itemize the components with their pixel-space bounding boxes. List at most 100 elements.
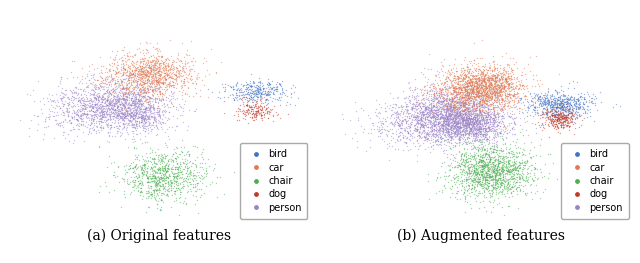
Point xyxy=(471,102,481,107)
Point xyxy=(129,104,140,108)
Point xyxy=(447,92,457,96)
Point xyxy=(227,96,237,100)
Point xyxy=(495,181,506,185)
Point xyxy=(401,104,412,108)
Point xyxy=(479,94,490,98)
Point xyxy=(470,97,480,102)
Point xyxy=(454,127,465,131)
Point xyxy=(446,126,456,130)
Point xyxy=(454,75,464,80)
Point xyxy=(104,67,114,71)
Point xyxy=(466,84,476,88)
Point xyxy=(195,88,205,93)
Point xyxy=(480,143,490,147)
Point xyxy=(554,116,564,120)
Point xyxy=(141,151,151,155)
Point xyxy=(398,133,408,137)
Point xyxy=(450,113,460,117)
Point xyxy=(160,173,170,177)
Point xyxy=(443,107,453,111)
Point xyxy=(480,124,490,128)
Point xyxy=(458,82,468,86)
Point xyxy=(160,163,170,167)
Point xyxy=(419,135,429,139)
Point xyxy=(156,155,166,159)
Point xyxy=(68,141,78,145)
Point xyxy=(433,72,443,76)
Point xyxy=(428,115,438,119)
Point xyxy=(465,98,475,103)
Point xyxy=(138,87,148,91)
Point xyxy=(474,206,484,211)
Point xyxy=(161,66,171,70)
Point xyxy=(108,61,118,65)
Point xyxy=(461,73,472,78)
Point xyxy=(556,112,566,116)
Point xyxy=(182,174,192,178)
Point xyxy=(495,109,506,113)
Point xyxy=(472,113,483,117)
Point xyxy=(468,93,478,98)
Point xyxy=(140,124,150,128)
Point xyxy=(468,168,479,172)
Point xyxy=(501,136,511,140)
Point xyxy=(111,97,121,101)
Point xyxy=(552,97,562,101)
Point xyxy=(71,117,81,121)
Point xyxy=(158,168,168,172)
Point xyxy=(462,125,472,129)
Point xyxy=(506,88,516,92)
Point xyxy=(481,133,492,137)
Point xyxy=(413,98,423,102)
Point xyxy=(488,182,498,186)
Point xyxy=(556,122,566,126)
Point xyxy=(387,131,397,135)
Point xyxy=(458,129,468,133)
Point xyxy=(106,49,116,53)
Point xyxy=(579,95,589,99)
Point xyxy=(485,122,495,126)
Point xyxy=(108,89,118,93)
Point xyxy=(371,98,381,103)
Point xyxy=(266,90,276,94)
Point xyxy=(476,99,486,103)
Point xyxy=(158,112,168,116)
Point xyxy=(453,108,463,112)
Point xyxy=(548,113,558,117)
Point xyxy=(564,120,575,124)
Point xyxy=(465,174,476,179)
Point xyxy=(554,116,564,120)
Point xyxy=(451,121,461,125)
Point xyxy=(460,117,470,121)
Point xyxy=(234,88,244,93)
Point xyxy=(255,112,266,117)
Point xyxy=(454,115,464,120)
Point xyxy=(468,122,479,127)
Point xyxy=(549,115,559,119)
Point xyxy=(88,95,99,99)
Point xyxy=(490,90,500,94)
Point xyxy=(404,98,415,102)
Point xyxy=(194,75,204,79)
Point xyxy=(147,99,157,103)
Point xyxy=(429,103,440,108)
Point xyxy=(495,172,506,176)
Point xyxy=(126,107,136,111)
Point xyxy=(483,88,493,92)
Point xyxy=(463,80,474,84)
Point xyxy=(477,38,488,42)
Point xyxy=(546,121,556,125)
Point xyxy=(152,189,162,193)
Point xyxy=(462,171,472,175)
Point xyxy=(568,122,579,126)
Point xyxy=(582,104,592,108)
Point xyxy=(47,113,58,118)
Point xyxy=(464,115,474,119)
Point xyxy=(470,173,481,177)
Point xyxy=(122,68,132,73)
Point xyxy=(434,93,444,97)
Point xyxy=(135,114,145,119)
Point xyxy=(488,180,498,184)
Point xyxy=(470,92,480,97)
Point xyxy=(126,72,136,77)
